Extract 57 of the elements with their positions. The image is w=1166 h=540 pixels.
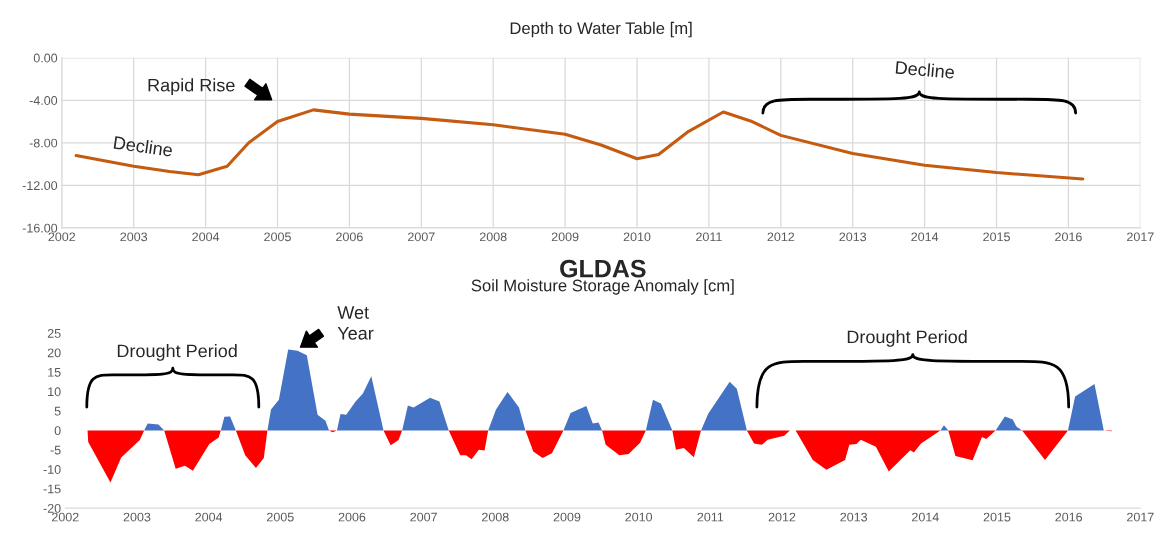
x-tick-label: 2005 — [264, 232, 291, 242]
y-tick-label: -15 — [43, 484, 61, 494]
line-series — [74, 108, 1085, 181]
y-tick-label: -12.00 — [22, 181, 58, 191]
x-tick-label: 2012 — [767, 232, 795, 242]
x-tick-label: 2013 — [839, 232, 867, 242]
x-tick-label: 2005 — [267, 512, 294, 522]
x-tick-label: 2003 — [123, 512, 151, 522]
y-tick-label: 20 — [47, 348, 61, 358]
annotation: Drought Period — [847, 330, 967, 347]
x-tick-label: 2002 — [48, 232, 76, 242]
annotation: Wet Year — [337, 306, 374, 340]
chart-title: GLDAS — [560, 259, 646, 278]
y-tick-label: -10 — [43, 465, 61, 474]
x-tick-label: 2011 — [696, 232, 722, 242]
annotation: Rapid Rise — [148, 78, 235, 96]
x-tick-label: 2008 — [479, 232, 507, 242]
x-tick-label: 2007 — [408, 232, 435, 242]
x-tick-label: 2008 — [482, 512, 509, 522]
chart-subtitle: Soil Moisture Storage Anomaly [cm] — [471, 279, 734, 295]
x-tick-label: 2015 — [983, 512, 1011, 522]
y-tick-label: -16.00 — [22, 223, 58, 233]
x-tick-label: 2017 — [1127, 512, 1154, 522]
y-tick-label: -8.00 — [29, 138, 58, 148]
x-tick-label: 2007 — [410, 512, 437, 522]
y-tick-label: 0.00 — [33, 53, 58, 63]
annotation: Drought Period — [117, 344, 237, 361]
y-tick-label: 25 — [47, 328, 61, 338]
x-tick-label: 2014 — [912, 512, 939, 522]
x-tick-label: 2010 — [623, 232, 651, 242]
x-tick-label: 2015 — [983, 232, 1010, 242]
x-tick-label: 2006 — [336, 232, 363, 242]
chart-title: Depth to Water Table [m] — [510, 21, 692, 38]
x-tick-label: 2004 — [192, 232, 220, 242]
x-tick-label: 2011 — [697, 512, 724, 522]
x-tick-label: 2006 — [338, 512, 366, 522]
x-tick-label: 2009 — [551, 232, 579, 242]
x-tick-label: 2017 — [1127, 232, 1154, 242]
y-tick-label: -20 — [43, 503, 61, 513]
y-tick-label: 10 — [48, 387, 61, 397]
y-tick-label: 15 — [48, 367, 61, 377]
x-tick-label: 2003 — [120, 232, 148, 242]
y-tick-label: 0 — [54, 426, 61, 436]
y-tick-label: -5 — [50, 445, 61, 455]
x-tick-label: 2012 — [768, 512, 796, 522]
x-tick-label: 2016 — [1055, 512, 1083, 522]
annotation: Decline — [113, 135, 173, 157]
x-tick-label: 2016 — [1055, 232, 1082, 242]
x-tick-label: 2013 — [840, 512, 868, 522]
x-tick-label: 2014 — [911, 232, 939, 242]
x-tick-label: 2009 — [553, 512, 581, 522]
y-tick-label: -4.00 — [29, 96, 58, 105]
x-tick-label: 2004 — [195, 512, 223, 522]
x-tick-label: 2002 — [52, 512, 79, 522]
annotation: Decline — [895, 60, 955, 79]
x-tick-label: 2010 — [625, 512, 653, 522]
y-tick-label: 5 — [54, 406, 61, 416]
